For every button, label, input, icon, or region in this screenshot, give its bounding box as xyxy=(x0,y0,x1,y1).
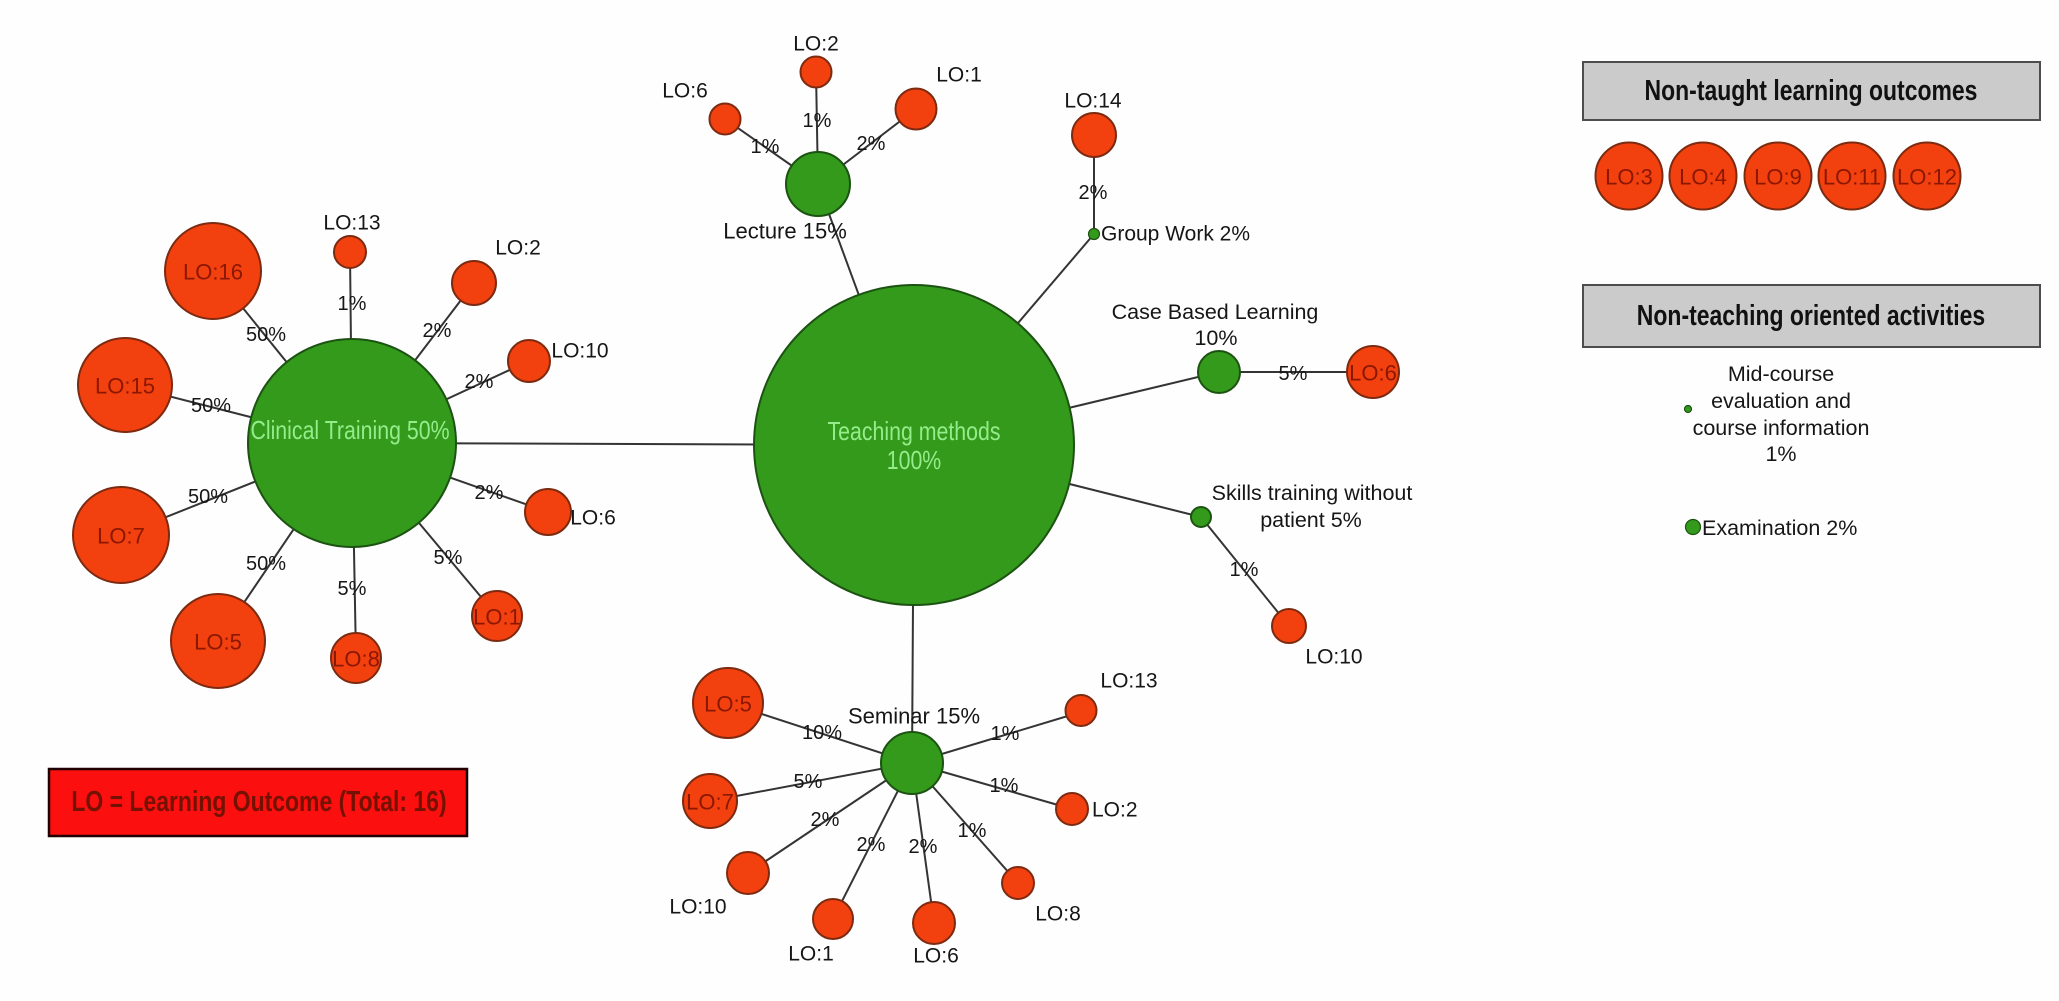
svg-text:LO:2: LO:2 xyxy=(495,237,541,260)
svg-text:LO:12: LO:12 xyxy=(1897,165,1957,190)
svg-text:Skills training without: Skills training without xyxy=(1212,481,1413,505)
svg-text:LO:6: LO:6 xyxy=(570,507,616,530)
svg-text:LO:1: LO:1 xyxy=(936,64,982,87)
svg-text:2%: 2% xyxy=(1079,182,1108,204)
svg-text:2%: 2% xyxy=(475,482,504,504)
svg-text:LO:1: LO:1 xyxy=(473,605,521,630)
svg-text:LO:14: LO:14 xyxy=(1064,90,1122,113)
svg-text:LO:16: LO:16 xyxy=(183,260,243,285)
svg-text:5%: 5% xyxy=(434,547,463,569)
svg-text:evaluation and: evaluation and xyxy=(1711,389,1851,413)
svg-text:LO:2: LO:2 xyxy=(1092,799,1138,822)
svg-text:LO:8: LO:8 xyxy=(1035,903,1081,926)
svg-text:50%: 50% xyxy=(191,395,231,417)
svg-text:LO:6: LO:6 xyxy=(913,945,959,968)
svg-text:Clinical Training 50%: Clinical Training 50% xyxy=(250,415,449,445)
svg-text:LO:7: LO:7 xyxy=(686,790,734,815)
svg-text:Non-taught learning outcomes: Non-taught learning outcomes xyxy=(1645,75,1978,107)
svg-text:LO:8: LO:8 xyxy=(332,647,380,672)
svg-text:2%: 2% xyxy=(811,809,840,831)
svg-text:5%: 5% xyxy=(338,578,367,600)
svg-text:Non-teaching oriented activiti: Non-teaching oriented activities xyxy=(1637,300,1985,332)
svg-text:LO:13: LO:13 xyxy=(323,212,380,235)
svg-text:50%: 50% xyxy=(246,553,286,575)
svg-text:LO:5: LO:5 xyxy=(704,692,752,717)
svg-text:1%: 1% xyxy=(1765,442,1796,466)
svg-text:50%: 50% xyxy=(188,486,228,508)
svg-text:LO:2: LO:2 xyxy=(793,33,839,56)
svg-text:Mid-course: Mid-course xyxy=(1728,362,1834,386)
svg-text:10%: 10% xyxy=(1194,326,1237,350)
svg-text:2%: 2% xyxy=(857,133,886,155)
svg-text:50%: 50% xyxy=(246,324,286,346)
svg-text:2%: 2% xyxy=(423,320,452,342)
svg-text:LO:10: LO:10 xyxy=(551,340,608,363)
svg-text:Seminar 15%: Seminar 15% xyxy=(848,704,980,729)
svg-text:1%: 1% xyxy=(803,110,832,132)
svg-text:LO:4: LO:4 xyxy=(1679,165,1727,190)
svg-text:Group Work 2%: Group Work 2% xyxy=(1101,223,1250,246)
svg-text:LO:10: LO:10 xyxy=(669,896,726,919)
svg-text:LO:11: LO:11 xyxy=(1823,165,1881,190)
svg-text:LO:9: LO:9 xyxy=(1754,165,1802,190)
svg-text:1%: 1% xyxy=(991,723,1020,745)
svg-text:Teaching methods: Teaching methods xyxy=(828,416,1001,446)
svg-text:patient 5%: patient 5% xyxy=(1260,508,1362,532)
svg-text:2%: 2% xyxy=(909,836,938,858)
svg-text:LO = Learning Outcome (Total:: LO = Learning Outcome (Total: 16) xyxy=(71,786,446,818)
svg-text:1%: 1% xyxy=(338,293,367,315)
svg-text:LO:6: LO:6 xyxy=(1349,361,1397,386)
svg-text:LO:6: LO:6 xyxy=(662,80,708,103)
svg-text:10%: 10% xyxy=(802,722,842,744)
svg-text:LO:15: LO:15 xyxy=(95,374,155,399)
svg-text:LO:1: LO:1 xyxy=(788,943,834,966)
svg-text:LO:7: LO:7 xyxy=(97,524,145,549)
svg-text:LO:13: LO:13 xyxy=(1100,670,1157,693)
svg-text:course information: course information xyxy=(1693,416,1870,440)
svg-text:1%: 1% xyxy=(1230,559,1259,581)
svg-text:LO:10: LO:10 xyxy=(1305,646,1362,669)
svg-text:100%: 100% xyxy=(887,445,942,475)
svg-text:1%: 1% xyxy=(751,136,780,158)
svg-text:LO:5: LO:5 xyxy=(194,630,242,655)
svg-text:5%: 5% xyxy=(794,771,823,793)
svg-text:1%: 1% xyxy=(990,775,1019,797)
svg-text:2%: 2% xyxy=(465,371,494,393)
svg-text:Lecture 15%: Lecture 15% xyxy=(723,219,847,244)
svg-text:Examination 2%: Examination 2% xyxy=(1702,516,1857,540)
svg-text:Case Based Learning: Case Based Learning xyxy=(1112,300,1319,324)
svg-text:1%: 1% xyxy=(958,820,987,842)
svg-text:5%: 5% xyxy=(1279,363,1308,385)
svg-text:2%: 2% xyxy=(857,834,886,856)
svg-text:LO:3: LO:3 xyxy=(1605,165,1653,190)
